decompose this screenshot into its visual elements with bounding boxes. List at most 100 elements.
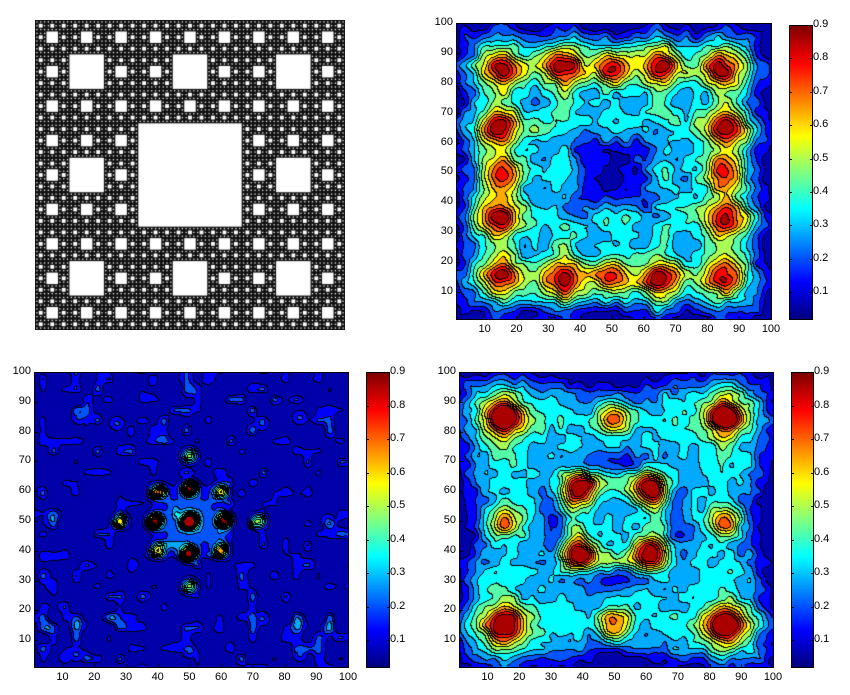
y-tick-mark <box>459 640 463 642</box>
x-tick-mark <box>707 316 709 320</box>
x-tick-mark <box>675 316 677 320</box>
x-tick-label: 20 <box>88 671 101 683</box>
sierpinski-carpet-panel <box>35 20 345 330</box>
colorbar-tick-mark <box>789 125 792 127</box>
colorbar-tick-label: 0.3 <box>813 218 829 231</box>
colorbar-tick-label: 0.5 <box>814 499 830 512</box>
colorbar-tick-label: 0.5 <box>390 499 406 512</box>
y-tick-mark <box>456 232 460 234</box>
y-tick-mark <box>34 372 38 373</box>
colorbar-tick-mark <box>789 258 792 260</box>
y-tick-mark <box>34 431 38 433</box>
colorbar-tick-mark <box>810 192 813 194</box>
x-tick-label: 60 <box>215 671 228 683</box>
y-tick-mark <box>459 372 463 373</box>
y-tick-mark <box>456 142 460 144</box>
x-tick-label: 20 <box>513 671 526 683</box>
y-tick-mark <box>459 491 463 493</box>
x-tick-mark <box>284 664 286 668</box>
x-tick-mark <box>516 316 518 320</box>
y-tick-label: 10 <box>440 285 453 298</box>
x-tick-label: 30 <box>119 671 133 683</box>
x-tick-label: 90 <box>733 323 746 335</box>
x-tick-label: 50 <box>605 323 619 335</box>
y-tick-label: 10 <box>443 633 456 646</box>
contour-plot-bottom-right <box>459 372 774 668</box>
y-tick-label: 70 <box>18 454 31 467</box>
x-tick-mark <box>550 664 552 668</box>
colorbar-tick-mark <box>791 606 794 608</box>
x-tick-mark <box>611 316 613 320</box>
colorbar-tick-mark <box>789 158 792 160</box>
x-tick-label: 50 <box>183 671 196 683</box>
y-tick-mark <box>456 82 460 84</box>
x-tick-mark <box>189 664 191 668</box>
x-tick-label: 100 <box>763 671 783 683</box>
colorbar-tick-mark <box>811 606 814 608</box>
colorbar-tick-mark <box>387 372 390 373</box>
colorbar-tick-mark <box>366 606 369 608</box>
x-tick-mark <box>580 316 582 320</box>
heatmap-canvas <box>457 24 771 319</box>
x-tick-mark <box>125 664 127 668</box>
colorbar-tick-mark <box>789 192 792 194</box>
x-tick-mark <box>548 316 550 320</box>
colorbar-tick-mark <box>366 573 369 575</box>
colorbar-tick-mark <box>366 640 369 642</box>
y-tick-label: 70 <box>443 454 456 467</box>
colorbar-tick-label: 0.8 <box>813 51 829 64</box>
colorbar-tick-mark <box>810 158 813 160</box>
colorbar-tick-mark <box>366 539 369 541</box>
colorbar-gradient <box>367 373 389 667</box>
colorbar-tick-mark <box>811 439 814 441</box>
x-tick-mark <box>94 664 96 668</box>
y-tick-label: 30 <box>440 225 453 238</box>
colorbar-bottom-left <box>366 372 390 668</box>
y-tick-label: 40 <box>18 543 31 556</box>
y-tick-label: 40 <box>440 195 453 208</box>
y-tick-label: 60 <box>443 484 456 497</box>
colorbar-tick-mark <box>811 640 814 642</box>
colorbar-tick-mark <box>387 472 390 474</box>
x-tick-mark <box>677 664 679 668</box>
colorbar-tick-mark <box>366 506 369 508</box>
colorbar-tick-mark <box>791 640 794 642</box>
colorbar-tick-label: 0.1 <box>814 633 830 646</box>
colorbar-tick-label: 0.9 <box>813 18 829 30</box>
colorbar-tick-label: 0.2 <box>390 599 406 612</box>
x-tick-label: 50 <box>608 671 621 683</box>
colorbar-tick-mark <box>810 125 813 127</box>
y-tick-mark <box>459 431 463 433</box>
x-tick-mark <box>316 664 318 668</box>
y-tick-mark <box>456 52 460 54</box>
colorbar-tick-label: 0.4 <box>813 185 829 198</box>
colorbar-tick-label: 0.3 <box>390 566 406 579</box>
colorbar-tick-mark <box>810 25 813 26</box>
x-tick-mark <box>157 664 159 668</box>
x-tick-label: 70 <box>669 323 682 335</box>
colorbar-tick-mark <box>811 506 814 508</box>
colorbar-tick-mark <box>387 405 390 407</box>
y-tick-label: 100 <box>434 16 453 28</box>
x-tick-label: 40 <box>576 671 589 683</box>
colorbar-tick-mark <box>387 606 390 608</box>
x-tick-mark <box>487 664 489 668</box>
y-tick-mark <box>456 172 460 174</box>
colorbar-tick-mark <box>791 539 794 541</box>
colorbar-tick-label: 0.6 <box>390 465 406 478</box>
colorbar-tick-mark <box>366 405 369 407</box>
colorbar-tick-mark <box>810 58 813 60</box>
x-tick-label: 10 <box>481 671 494 683</box>
colorbar-gradient <box>792 373 813 667</box>
y-tick-mark <box>34 550 38 552</box>
y-tick-mark <box>459 401 463 403</box>
colorbar-gradient <box>790 26 812 319</box>
y-tick-mark <box>456 23 460 24</box>
colorbar-tick-mark <box>387 439 390 441</box>
x-tick-label: 80 <box>701 323 714 335</box>
colorbar-tick-label: 0.4 <box>390 532 406 545</box>
colorbar-tick-label: 0.2 <box>813 251 829 264</box>
y-tick-mark <box>34 401 38 403</box>
y-tick-mark <box>459 461 463 463</box>
y-tick-label: 80 <box>440 75 453 88</box>
